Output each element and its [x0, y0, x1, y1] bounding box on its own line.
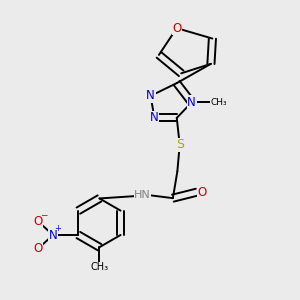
Text: O: O	[34, 242, 43, 255]
Text: CH₃: CH₃	[211, 98, 228, 107]
Text: HN: HN	[134, 190, 151, 200]
Text: N: N	[187, 96, 196, 109]
Text: O: O	[172, 22, 182, 34]
Text: CH₃: CH₃	[90, 262, 109, 272]
Text: O: O	[197, 186, 207, 199]
Text: O: O	[34, 215, 43, 228]
Text: S: S	[176, 138, 184, 151]
Text: −: −	[40, 211, 47, 220]
Text: +: +	[54, 224, 61, 233]
Text: N: N	[150, 111, 159, 124]
Text: N: N	[49, 229, 58, 242]
Text: N: N	[146, 89, 155, 102]
